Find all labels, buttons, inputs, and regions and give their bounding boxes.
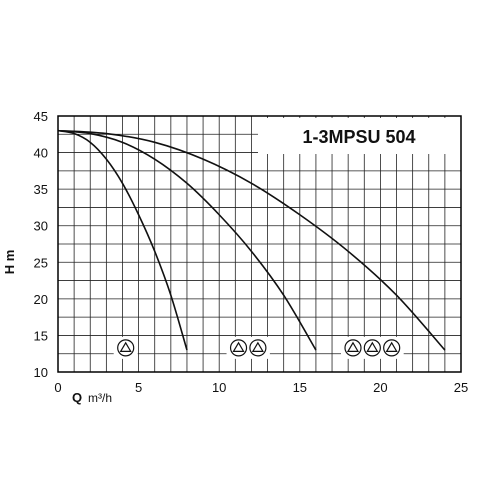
x-axis-unit: m³/h: [88, 391, 112, 405]
y-tick-label: 35: [34, 182, 48, 197]
pump-symbol-icon: [117, 339, 135, 357]
pump-symbol-icon: [249, 339, 267, 357]
title-box: 1-3MPSU 504: [258, 118, 461, 154]
curve-2-pump: [57, 129, 317, 351]
x-tick-label: 5: [135, 380, 142, 395]
x-tick-label: 0: [54, 380, 61, 395]
y-tick-label: 45: [34, 109, 48, 124]
x-tick-label: 15: [293, 380, 307, 395]
y-tick-labels: 10 15 20 25 30 35 40 45: [34, 109, 48, 380]
plot-frame: [57, 115, 462, 373]
chart-title: 1-3MPSU 504: [302, 127, 415, 147]
y-tick-label: 30: [34, 219, 48, 234]
pump-markers: [113, 336, 404, 359]
x-tick-labels: 0 5 10 15 20 25: [54, 380, 468, 395]
pump-symbol-icon: [383, 339, 401, 357]
y-tick-label: 10: [34, 365, 48, 380]
y-tick-label: 40: [34, 146, 48, 161]
performance-curves: [57, 129, 446, 351]
grid: [57, 115, 462, 373]
pump-symbol-icon: [344, 339, 362, 357]
y-tick-label: 25: [34, 255, 48, 270]
pump-symbol-icon: [363, 339, 381, 357]
x-tick-label: 25: [454, 380, 468, 395]
curve-3-pump: [57, 129, 446, 351]
y-tick-label: 15: [34, 328, 48, 343]
y-axis-label: H m: [2, 250, 17, 275]
curve-1-pump: [57, 129, 188, 351]
x-axis-label: Q: [72, 390, 82, 405]
pump-symbol-icon: [229, 339, 248, 357]
x-tick-label: 20: [373, 380, 387, 395]
title-background: [258, 118, 461, 154]
x-tick-label: 10: [212, 380, 226, 395]
y-tick-label: 20: [34, 292, 48, 307]
